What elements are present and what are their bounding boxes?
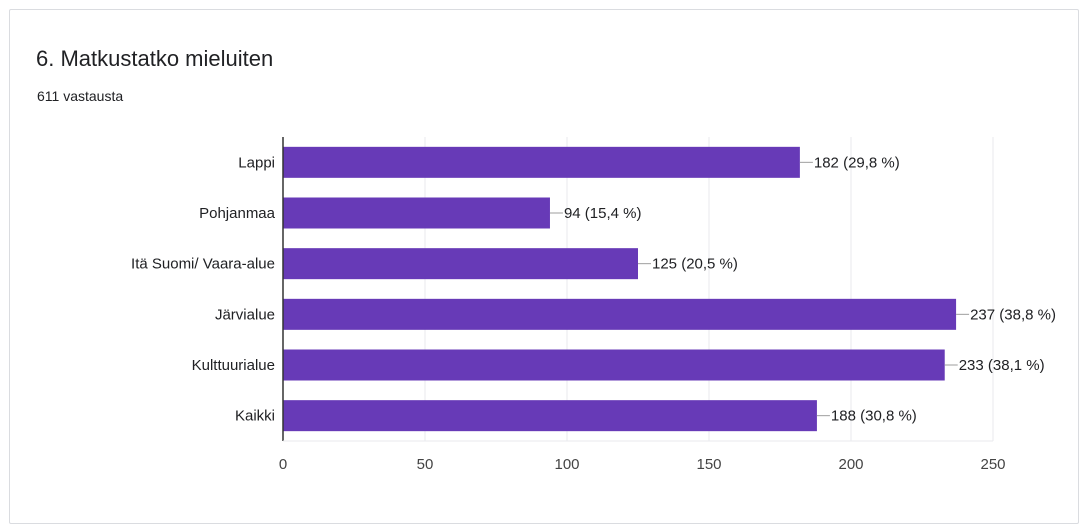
category-label: Järvialue xyxy=(215,306,275,323)
question-title: 6. Matkustatko mieluiten xyxy=(36,46,274,71)
data-label: 233 (38,1 %) xyxy=(959,357,1045,374)
bar xyxy=(283,298,957,330)
bar xyxy=(283,146,800,178)
response-count: 611 vastausta xyxy=(37,88,124,104)
bar xyxy=(283,349,945,381)
category-label: Itä Suomi/ Vaara-alue xyxy=(131,256,275,273)
category-label: Kaikki xyxy=(235,408,275,425)
data-label: 188 (30,8 %) xyxy=(831,408,917,425)
data-label: 182 (29,8 %) xyxy=(814,154,900,171)
bar xyxy=(283,400,817,432)
x-tick-label: 0 xyxy=(279,456,287,473)
bar xyxy=(283,197,550,229)
x-tick-label: 50 xyxy=(417,456,434,473)
x-tick-label: 200 xyxy=(838,456,863,473)
category-label: Lappi xyxy=(238,154,275,171)
category-label: Kulttuurialue xyxy=(192,357,275,374)
x-tick-label: 150 xyxy=(696,456,721,473)
data-label: 237 (38,8 %) xyxy=(970,306,1056,323)
data-label: 125 (20,5 %) xyxy=(652,256,738,273)
category-label: Pohjanmaa xyxy=(199,205,276,222)
data-label: 94 (15,4 %) xyxy=(564,205,642,222)
bar xyxy=(283,248,638,280)
x-tick-label: 250 xyxy=(980,456,1005,473)
x-tick-label: 100 xyxy=(554,456,579,473)
